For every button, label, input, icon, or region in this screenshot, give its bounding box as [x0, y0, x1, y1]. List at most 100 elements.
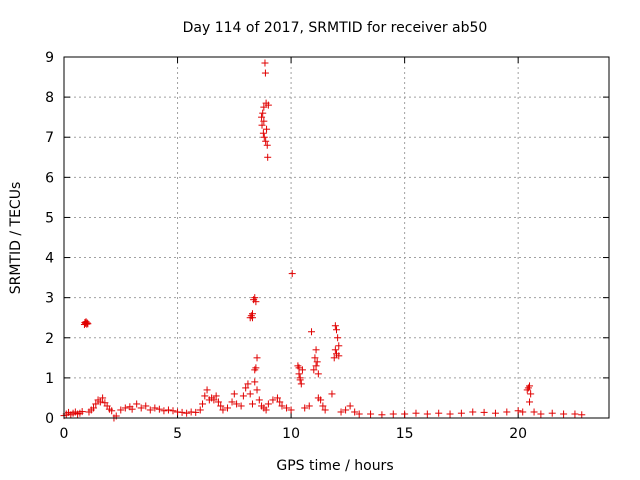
- data-point: [305, 402, 313, 410]
- y-tick-label: 4: [45, 251, 54, 267]
- data-point: [312, 362, 320, 370]
- data-point: [92, 400, 100, 408]
- data-point: [503, 408, 511, 416]
- data-point: [283, 404, 291, 412]
- data-point: [260, 133, 268, 141]
- x-tick-label: 20: [509, 426, 527, 442]
- data-point: [255, 396, 263, 404]
- data-point: [378, 411, 386, 419]
- data-point: [164, 406, 172, 414]
- data-point: [246, 390, 254, 398]
- data-point: [310, 366, 318, 374]
- data-point: [201, 392, 209, 400]
- data-point: [346, 402, 354, 410]
- data-point: [312, 346, 320, 354]
- data-point: [335, 342, 343, 350]
- data-point: [578, 411, 586, 419]
- data-point: [331, 322, 339, 330]
- y-tick-label: 7: [45, 130, 54, 146]
- data-point: [258, 121, 266, 129]
- data-point: [314, 370, 322, 378]
- data-point: [212, 392, 220, 400]
- plot-frame: [63, 56, 610, 419]
- data-point: [192, 408, 200, 416]
- data-point: [137, 404, 145, 412]
- data-point: [224, 404, 231, 412]
- data-point: [260, 117, 268, 125]
- data-point: [178, 408, 186, 416]
- data-point: [560, 410, 568, 418]
- data-point: [308, 328, 316, 336]
- y-tick-label: 1: [45, 371, 54, 387]
- data-point: [196, 406, 204, 414]
- data-point: [239, 392, 247, 400]
- data-point: [278, 402, 286, 410]
- axis-ticks: 0 5 10 15 20 0 1 2 3 4 5 6 7 8 9: [45, 50, 609, 442]
- data-point: [219, 406, 227, 414]
- x-axis-label: GPS time / hours: [276, 458, 393, 474]
- data-point: [121, 404, 129, 412]
- data-point: [295, 370, 303, 378]
- data-point: [342, 406, 350, 414]
- data-point: [261, 59, 269, 67]
- data-point: [273, 394, 281, 402]
- data-point: [242, 384, 250, 392]
- data-point: [295, 364, 303, 372]
- y-tick-label: 8: [45, 90, 54, 106]
- data-point: [90, 404, 98, 412]
- data-point: [199, 400, 207, 408]
- chart-title: Day 114 of 2017, SRMTID for receiver ab5…: [183, 20, 488, 36]
- data-point: [335, 352, 343, 360]
- data-point: [244, 380, 252, 388]
- data-point: [117, 406, 125, 414]
- data-point: [301, 404, 309, 412]
- data-points: [60, 59, 586, 422]
- data-point: [297, 380, 305, 388]
- data-point: [526, 398, 534, 406]
- data-point: [491, 409, 499, 417]
- data-point: [351, 408, 359, 416]
- data-point: [160, 407, 168, 415]
- data-point: [262, 137, 270, 145]
- data-point: [288, 270, 296, 278]
- data-point: [214, 398, 222, 406]
- data-point: [537, 410, 545, 418]
- x-tick-label: 0: [60, 426, 69, 442]
- data-point: [248, 400, 256, 408]
- data-point: [331, 346, 339, 354]
- data-point: [287, 406, 295, 414]
- data-point: [480, 408, 488, 416]
- data-point: [269, 396, 277, 404]
- data-point: [230, 390, 238, 398]
- data-point: [203, 386, 211, 394]
- y-tick-label: 0: [45, 411, 54, 427]
- data-point: [251, 294, 259, 302]
- data-point: [263, 125, 271, 133]
- data-point: [446, 410, 454, 418]
- data-point: [217, 402, 225, 410]
- data-point: [355, 410, 363, 418]
- data-point: [260, 103, 268, 111]
- data-point: [252, 364, 260, 372]
- y-tick-label: 3: [45, 291, 54, 307]
- data-point: [571, 410, 579, 418]
- data-point: [519, 408, 527, 416]
- y-tick-label: 6: [45, 170, 54, 186]
- data-point: [526, 382, 534, 390]
- data-point: [84, 320, 92, 328]
- data-point: [146, 406, 154, 414]
- data-point: [435, 409, 443, 417]
- data-point: [133, 400, 141, 408]
- data-point: [237, 402, 245, 410]
- data-point: [548, 409, 556, 417]
- data-point: [252, 298, 260, 306]
- data-point: [296, 376, 304, 384]
- data-point: [389, 410, 397, 418]
- data-point: [337, 408, 345, 416]
- data-point: [264, 400, 272, 408]
- data-point: [317, 396, 325, 404]
- data-point: [313, 358, 321, 366]
- x-tick-label: 5: [173, 426, 182, 442]
- data-point: [401, 410, 409, 418]
- data-point: [108, 407, 116, 415]
